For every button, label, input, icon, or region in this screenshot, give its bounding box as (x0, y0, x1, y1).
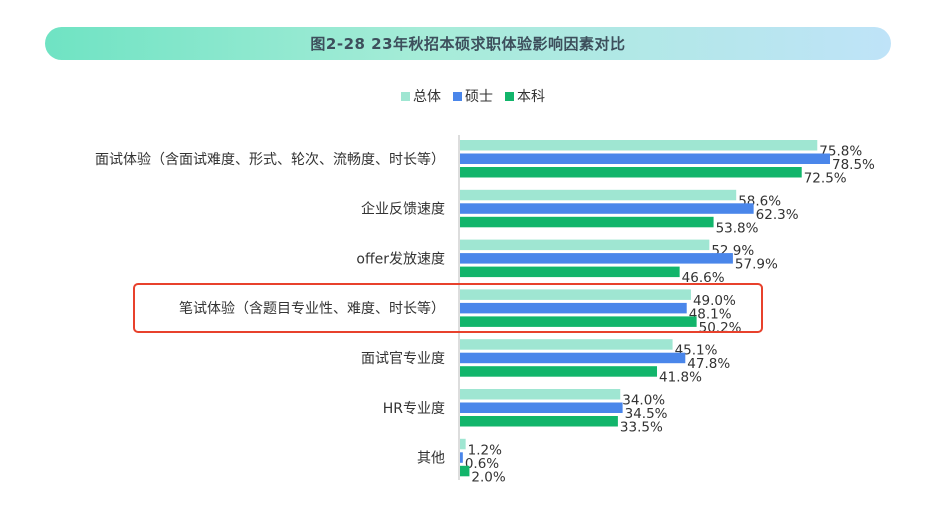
bar-master (460, 153, 830, 164)
legend-label-master: 硕士 (465, 89, 493, 105)
bar-overall (460, 438, 466, 450)
data-label-bachelor: 2.0% (471, 469, 505, 485)
data-label-master: 47.8% (687, 356, 730, 372)
data-label-bachelor: 46.6% (682, 270, 725, 286)
data-label-bachelor: 72.5% (804, 171, 847, 187)
bar-bachelor (460, 416, 618, 427)
bar-bachelor (460, 465, 470, 477)
bar-master (460, 203, 754, 214)
legend-swatch-master (453, 91, 462, 101)
data-label-master: 48.1% (689, 306, 732, 322)
bar-master (460, 253, 733, 264)
data-label-master: 34.5% (625, 406, 668, 422)
legend-label-bachelor: 本科 (517, 89, 545, 105)
data-label-master: 62.3% (756, 207, 799, 223)
data-label-master: 57.9% (735, 257, 778, 273)
bar-bachelor (460, 316, 697, 327)
legend-item-overall: 总体 (401, 86, 441, 106)
bar-master (460, 402, 623, 413)
data-label-overall: 34.0% (622, 393, 665, 409)
category-label: offer发放速度 (356, 251, 445, 267)
bar-bachelor (460, 167, 802, 178)
category-label: 面试体验（含面试难度、形式、轮次、流畅度、时长等） (95, 151, 445, 168)
bar-bachelor (460, 216, 714, 228)
bar-master (460, 352, 686, 364)
bar-overall (460, 339, 673, 350)
legend-label-overall: 总体 (413, 89, 441, 105)
bar-overall (460, 239, 710, 251)
data-label-bachelor: 50.2% (699, 320, 742, 336)
bar-bachelor (460, 366, 658, 377)
category-label: HR专业度 (383, 401, 445, 417)
data-label-bachelor: 41.8% (659, 370, 702, 386)
chart-title: 图2-28 23年秋招本硕求职体验影响因素对比 (310, 35, 626, 53)
category-label: 企业反馈速度 (361, 201, 445, 218)
bar-overall (460, 189, 737, 201)
chart-title-banner: 图2-28 23年秋招本硕求职体验影响因素对比 (45, 27, 891, 60)
bar-bachelor (460, 266, 680, 278)
data-label-master: 0.6% (465, 456, 499, 472)
category-label: 面试官专业度 (361, 351, 445, 367)
data-label-overall: 1.2% (468, 442, 502, 458)
data-label-master: 78.5% (832, 157, 875, 173)
bar-overall (460, 389, 621, 400)
legend-item-master: 硕士 (453, 86, 493, 106)
bar-overall (460, 289, 691, 300)
data-label-bachelor: 53.8% (716, 220, 759, 236)
chart-legend: 总体 硕士 本科 (0, 86, 946, 106)
bar-master (460, 452, 463, 463)
bar-master (460, 302, 687, 314)
category-label: 笔试体验（含题目专业性、难度、时长等） (179, 300, 445, 317)
data-label-overall: 75.8% (819, 144, 862, 160)
data-label-bachelor: 33.5% (620, 420, 663, 436)
legend-swatch-bachelor (505, 91, 514, 101)
data-label-overall: 45.1% (675, 343, 718, 359)
data-label-overall: 49.0% (693, 293, 736, 309)
legend-item-bachelor: 本科 (505, 86, 545, 106)
category-label: 其他 (417, 451, 445, 467)
legend-swatch-overall (401, 91, 410, 101)
bar-overall (460, 140, 818, 151)
